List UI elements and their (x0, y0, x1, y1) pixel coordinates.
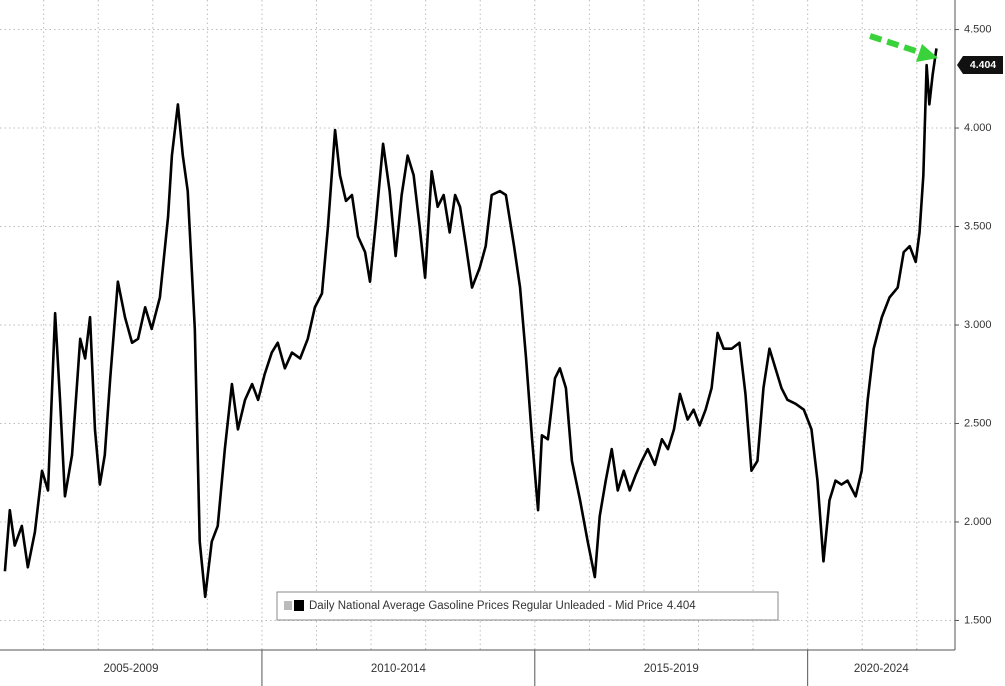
legend-value: 4.404 (667, 600, 696, 612)
legend-box (276, 591, 779, 621)
y-tick-label: 3.500 (964, 220, 992, 232)
legend-name: Daily National Average Gasoline Prices R… (309, 600, 663, 612)
plot (3, 48, 938, 599)
y-tick-label: 4.000 (964, 122, 992, 134)
series-line (3, 48, 938, 599)
axes: 1.500 2.000 2.500 3.000 3.500 4.000 4.500 2005-… (103, 23, 1003, 686)
annotation-arrow (869, 33, 938, 62)
last-value-tag (957, 56, 1003, 74)
last-value-label: 4.404 (970, 59, 996, 71)
x-period-label: 2005-2009 (103, 663, 158, 675)
legend-swatch (294, 600, 304, 611)
legend-swatch-bg (284, 601, 292, 610)
y-tick-label: 2.500 (964, 417, 992, 429)
y-tick-label: 2.000 (964, 516, 992, 528)
x-period-label: 2020-2024 (854, 663, 910, 675)
legend-label: Daily National Average Gasoline Prices R… (309, 600, 696, 612)
grid (0, 0, 955, 650)
y-tick-label: 1.500 (964, 614, 992, 626)
legend: Daily National Average Gasoline Prices R… (276, 591, 779, 621)
y-tick-label: 3.000 (964, 319, 992, 331)
x-period-label: 2010-2014 (371, 663, 427, 675)
x-period-label: 2015-2019 (644, 663, 699, 675)
y-tick-label: 4.500 (964, 23, 992, 35)
